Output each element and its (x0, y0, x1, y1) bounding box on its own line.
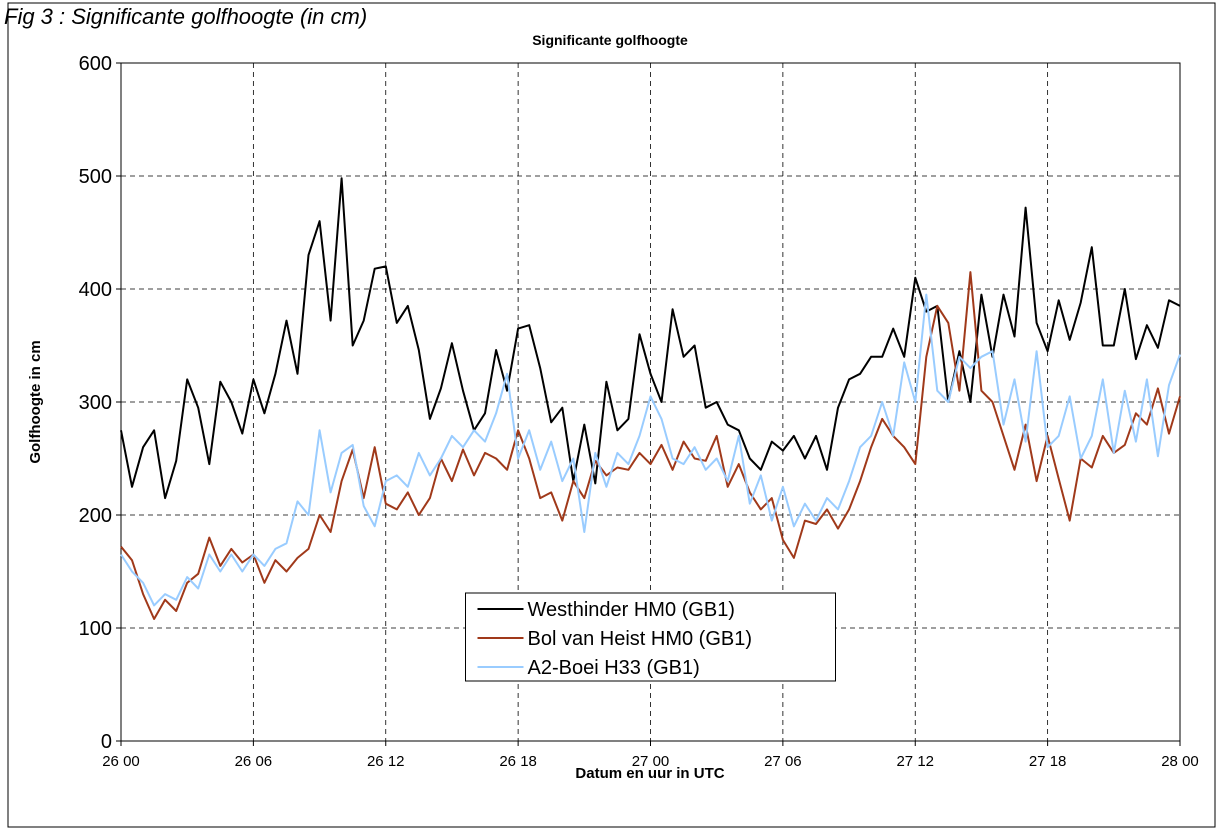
x-tick-label: 26 18 (499, 753, 537, 770)
chart-title: Significante golfhoogte (532, 32, 688, 48)
legend-label: Bol van Heist HM0 (GB1) (528, 628, 753, 650)
plot-area (120, 62, 1181, 742)
x-tick-label: 26 06 (235, 753, 273, 770)
y-tick-label: 600 (79, 53, 112, 75)
x-tick-label: 27 12 (896, 753, 934, 770)
y-tick-label: 500 (79, 166, 112, 188)
x-tick-label: 28 00 (1161, 753, 1199, 770)
chart-frame (7, 2, 1216, 828)
y-tick-label: 300 (79, 392, 112, 414)
series-line (120, 177, 1181, 500)
y-tick-label: 100 (79, 618, 112, 640)
y-tick-label: 0 (101, 731, 112, 753)
x-tick-label: 27 18 (1029, 753, 1067, 770)
y-tick-label: 400 (79, 279, 112, 301)
x-tick-label: 26 12 (367, 753, 405, 770)
legend-box (465, 592, 836, 682)
legend-label: Westhinder HM0 (GB1) (528, 599, 735, 621)
figure-caption: Fig 3 : Significante golfhoogte (in cm) (4, 4, 367, 29)
x-tick-label: 27 06 (764, 753, 802, 770)
x-axis-label: Datum en uur in UTC (575, 765, 724, 782)
x-tick-label: 27 00 (632, 753, 670, 770)
series-line (120, 293, 1181, 607)
y-axis-label: Golfhoogte in cm (27, 340, 44, 463)
series-line (120, 271, 1181, 620)
legend-label: A2-Boei H33 (GB1) (528, 657, 700, 679)
y-tick-label: 200 (79, 505, 112, 527)
x-tick-label: 26 00 (102, 753, 140, 770)
